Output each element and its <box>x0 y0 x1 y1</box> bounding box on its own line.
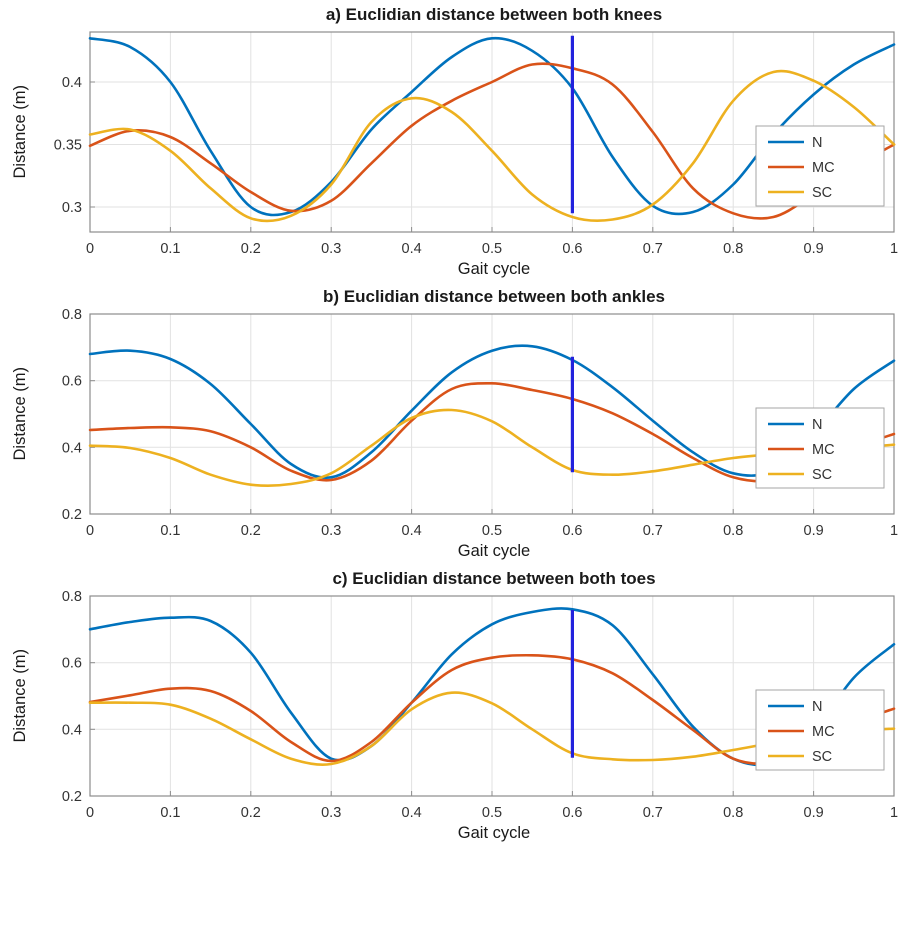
y-axis-label: Distance (m) <box>10 367 29 461</box>
legend: N MC SC <box>755 407 885 489</box>
svg-text:1: 1 <box>890 241 898 257</box>
legend-label-N: N <box>812 699 822 715</box>
svg-text:0.9: 0.9 <box>804 805 824 821</box>
tick-labels: 0 0.1 0.2 0.3 0.4 0.5 0.6 0.7 0.8 0.9 1 0.2 0.4 0.6 0.… <box>62 590 898 821</box>
legend-label-SC: SC <box>812 185 832 201</box>
svg-text:0.3: 0.3 <box>321 805 341 821</box>
svg-text:0.2: 0.2 <box>241 241 261 257</box>
y-axis-label-column: Distance (m) <box>0 308 40 558</box>
svg-text:0.4: 0.4 <box>402 523 422 539</box>
svg-text:0.5: 0.5 <box>482 523 502 539</box>
chart-title-ankles: b) Euclidian distance between both ankle… <box>323 287 665 306</box>
svg-text:1: 1 <box>890 805 898 821</box>
svg-text:0: 0 <box>86 523 94 539</box>
series-SC-line <box>88 69 896 223</box>
svg-text:0.3: 0.3 <box>321 241 341 257</box>
svg-text:0.7: 0.7 <box>643 241 663 257</box>
svg-text:0.8: 0.8 <box>723 805 743 821</box>
svg-text:0.4: 0.4 <box>62 75 82 91</box>
svg-text:0.3: 0.3 <box>321 523 341 539</box>
svg-text:0.2: 0.2 <box>241 523 261 539</box>
svg-text:0.35: 0.35 <box>54 138 82 154</box>
svg-text:0.2: 0.2 <box>62 507 82 523</box>
series-MC-line <box>88 62 896 220</box>
svg-text:0.5: 0.5 <box>482 805 502 821</box>
legend-label-MC: MC <box>812 442 835 458</box>
legend: N MC SC <box>755 125 885 207</box>
svg-text:1: 1 <box>890 523 898 539</box>
legend: N MC SC <box>755 689 885 771</box>
svg-text:0.1: 0.1 <box>160 523 180 539</box>
svg-text:0.4: 0.4 <box>402 805 422 821</box>
svg-text:0: 0 <box>86 805 94 821</box>
svg-text:0.1: 0.1 <box>160 241 180 257</box>
chart-title-knees: a) Euclidian distance between both knees <box>325 5 663 24</box>
legend-label-MC: MC <box>812 160 835 176</box>
plot-area-ankles: 0 0.1 0.2 0.3 0.4 0.5 0.6 0.7 0.8 0.9 1 0.2 0.4 0.6 0.… <box>62 308 898 539</box>
svg-text:0.8: 0.8 <box>723 523 743 539</box>
svg-text:0.9: 0.9 <box>804 241 824 257</box>
legend-label-MC: MC <box>812 724 835 740</box>
plot-box <box>89 595 895 797</box>
tick-labels: 0 0.1 0.2 0.3 0.4 0.5 0.6 0.7 0.8 0.9 1 0.2 0.4 0.6 0.… <box>62 308 898 539</box>
svg-text:0.8: 0.8 <box>62 308 82 323</box>
svg-text:0.6: 0.6 <box>562 241 582 257</box>
svg-text:0.7: 0.7 <box>643 805 663 821</box>
svg-text:0: 0 <box>86 241 94 257</box>
tick-labels: 0 0.1 0.2 0.3 0.4 0.5 0.6 0.7 0.8 0.9 1 0.3 0.35 0.4 <box>54 75 898 257</box>
x-axis-label: Gait cycle <box>457 260 531 278</box>
legend-label-N: N <box>812 417 822 433</box>
svg-text:0.2: 0.2 <box>62 789 82 805</box>
plot-box <box>89 313 895 515</box>
svg-text:0.8: 0.8 <box>723 241 743 257</box>
chart-title-toes: c) Euclidian distance between both toes <box>332 569 656 588</box>
figure-panel-ankles: b) Euclidian distance between both ankle… <box>0 287 901 561</box>
svg-text:0.5: 0.5 <box>482 241 502 257</box>
legend-label-N: N <box>812 135 822 151</box>
figure-panel-knees: a) Euclidian distance between both knees… <box>0 5 901 279</box>
x-axis-label: Gait cycle <box>457 542 531 560</box>
svg-text:0.6: 0.6 <box>562 523 582 539</box>
svg-text:0.6: 0.6 <box>62 656 82 672</box>
y-axis-label-column: Distance (m) <box>0 590 40 840</box>
figure-panel-toes: c) Euclidian distance between both toes … <box>0 569 901 843</box>
svg-text:0.1: 0.1 <box>160 805 180 821</box>
svg-text:0.9: 0.9 <box>804 523 824 539</box>
plot-box <box>89 31 895 233</box>
y-axis-label: Distance (m) <box>10 649 29 743</box>
plot-area-toes: 0 0.1 0.2 0.3 0.4 0.5 0.6 0.7 0.8 0.9 1 0.2 0.4 0.6 0.… <box>62 590 898 821</box>
plot-area-knees: 0 0.1 0.2 0.3 0.4 0.5 0.6 0.7 0.8 0.9 1 0.3 0.35 0.4 N… <box>54 31 898 257</box>
svg-text:0.6: 0.6 <box>562 805 582 821</box>
svg-text:0.2: 0.2 <box>241 805 261 821</box>
svg-text:0.4: 0.4 <box>402 241 422 257</box>
svg-text:0.4: 0.4 <box>62 440 82 456</box>
svg-text:0.4: 0.4 <box>62 722 82 738</box>
tick-marks <box>89 595 895 797</box>
svg-text:0.7: 0.7 <box>643 523 663 539</box>
y-axis-label: Distance (m) <box>10 85 29 179</box>
legend-label-SC: SC <box>812 749 832 765</box>
svg-text:0.8: 0.8 <box>62 590 82 605</box>
legend-label-SC: SC <box>812 467 832 483</box>
svg-text:0.6: 0.6 <box>62 374 82 390</box>
y-axis-label-column: Distance (m) <box>0 26 40 276</box>
x-axis-label: Gait cycle <box>457 824 531 842</box>
svg-text:0.3: 0.3 <box>62 200 82 216</box>
